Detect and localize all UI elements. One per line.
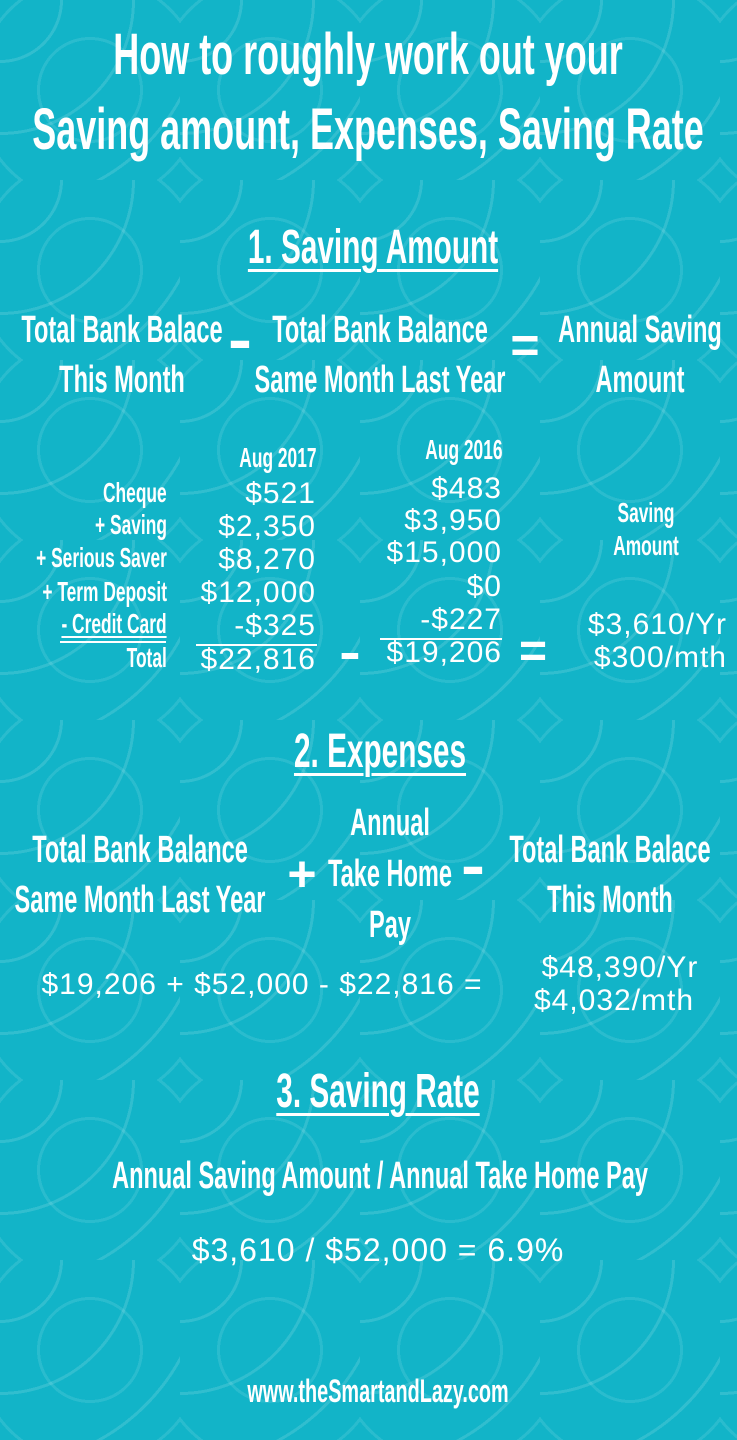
row-label: + Serious Saver (36, 542, 167, 573)
aug2016-total: $19,206 (386, 636, 502, 669)
aug2017-value: $2,350 (218, 510, 316, 543)
saving-per-year: $3,610/Yr (587, 608, 727, 641)
formula1-mid-2: Same Month Last Year (254, 359, 506, 401)
footer-url[interactable]: www.theSmartandLazy.com (247, 1373, 509, 1409)
formula2-plus: + (287, 846, 317, 902)
row-label: Cheque (103, 477, 167, 508)
aug2017-value: -$325 (234, 609, 316, 642)
aug2016-value: $15,000 (386, 536, 502, 569)
formula1-left-2: This Month (59, 359, 185, 401)
aug2017-value: $8,270 (218, 543, 316, 576)
aug2016-value: -$227 (420, 603, 502, 636)
expenses-per-month: $4,032/mth (533, 984, 695, 1017)
section3-heading: 3. Saving Rate (276, 1065, 480, 1118)
aug2017-total-divider (196, 644, 317, 646)
aug2017-total: $22,816 (200, 643, 316, 676)
formula2-left-1: Total Bank Balance (32, 829, 248, 871)
aug2016-value: $0 (466, 570, 502, 603)
formula1-right-1: Annual Saving (558, 309, 722, 351)
aug2017-value: $521 (245, 477, 316, 510)
table-equals: = (518, 625, 548, 678)
aug2016-value: $3,950 (404, 504, 502, 537)
title-line-1: How to roughly work out your (113, 22, 623, 87)
aug2016-value: $483 (431, 472, 502, 505)
total-label: Total (126, 642, 167, 673)
section2-heading: 2. Expenses (293, 725, 467, 778)
table-minus: - (339, 624, 361, 680)
col-header-aug2017: Aug 2017 (238, 442, 316, 473)
formula2-right-2: This Month (547, 879, 673, 921)
formula2-mid-3: Pay (369, 904, 411, 946)
formula1-left-1: Total Bank Balace (21, 309, 223, 351)
result-label-1: Saving (617, 497, 675, 528)
expenses-per-year: $48,390/Yr (541, 951, 699, 984)
saving-rate-formula: Annual Saving Amount / Annual Take Home … (112, 1155, 648, 1197)
formula1-mid-1: Total Bank Balance (272, 309, 488, 351)
formula1-equals: = (510, 317, 540, 373)
saving-per-month: $300/mth (593, 641, 727, 674)
formula1-right-2: Amount (595, 359, 685, 401)
formula2-mid-2: Take Home (328, 853, 452, 895)
row-label: + Term Deposit (42, 576, 167, 607)
col-header-aug2016: Aug 2016 (424, 434, 502, 465)
formula2-minus: - (461, 832, 485, 899)
row-label: - Credit Card (61, 608, 167, 639)
title-line-2: Saving amount, Expenses, Saving Rate (32, 97, 704, 162)
formula2-right-1: Total Bank Balace (509, 829, 711, 871)
formula2-mid-1: Annual (350, 802, 430, 844)
formula1-minus: - (228, 306, 252, 373)
aug2017-value: $12,000 (200, 576, 316, 609)
expenses-equation: $19,206 + $52,000 - $22,816 = (41, 968, 483, 1001)
saving-rate-equation: $3,610 / $52,000 = 6.9% (191, 1232, 565, 1268)
section1-heading: 1. Saving Amount (247, 221, 499, 274)
formula2-left-2: Same Month Last Year (14, 879, 266, 921)
aug2016-total-divider (380, 638, 502, 640)
row-label: + Saving (95, 509, 167, 540)
label-divider (60, 641, 166, 643)
result-label-2: Amount (613, 530, 679, 561)
